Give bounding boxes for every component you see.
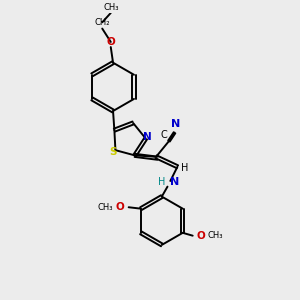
Text: S: S: [109, 147, 116, 157]
Text: N: N: [170, 119, 180, 129]
Text: CH₃: CH₃: [208, 231, 223, 240]
Text: H: H: [158, 177, 165, 188]
Text: O: O: [106, 37, 115, 47]
Text: CH₂: CH₂: [94, 18, 110, 27]
Text: O: O: [116, 202, 125, 212]
Text: N: N: [170, 177, 179, 188]
Text: H: H: [181, 163, 188, 173]
Text: CH₃: CH₃: [98, 203, 113, 212]
Text: CH₃: CH₃: [103, 2, 118, 11]
Text: O: O: [196, 231, 205, 241]
Text: N: N: [143, 132, 152, 142]
Text: C: C: [161, 130, 167, 140]
